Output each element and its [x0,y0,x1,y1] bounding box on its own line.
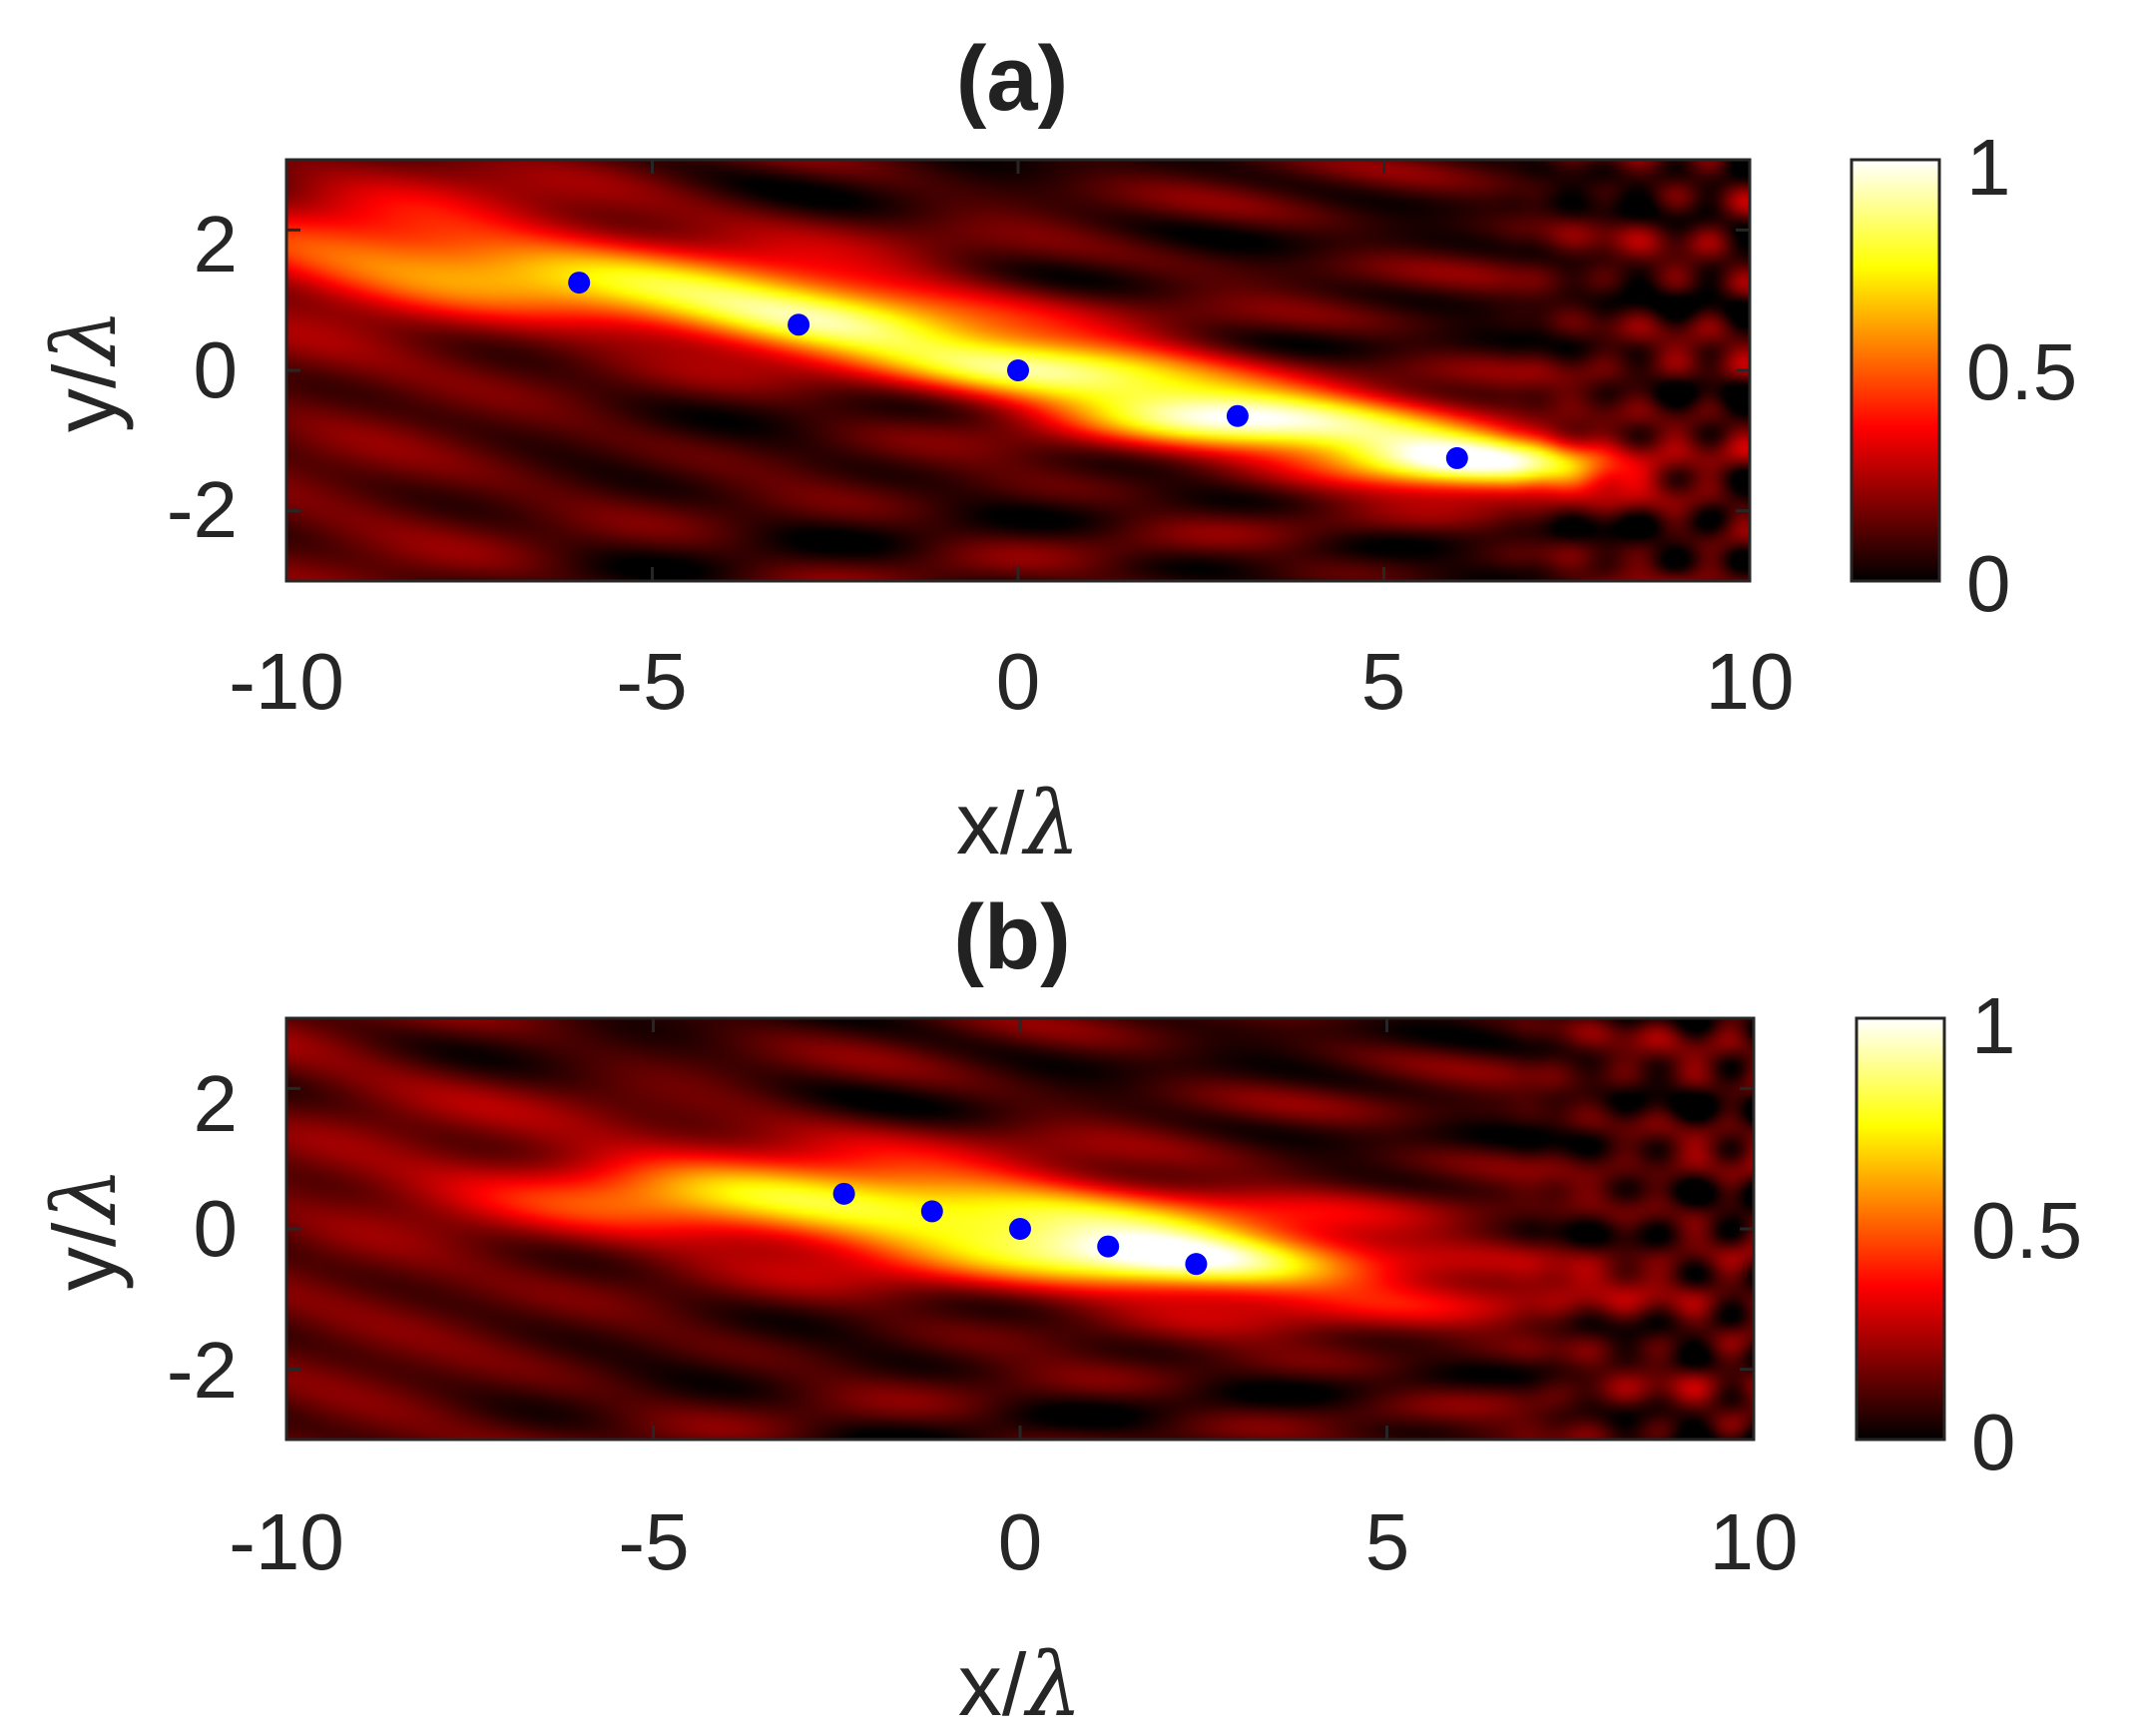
panel-b-ytick-label: -2 [167,1326,238,1415]
panel-b-xtick-label: 5 [1365,1497,1410,1586]
panel-a-points [568,272,1468,469]
panel-a-ylabel: y/λ [33,308,136,432]
panel-b-points [832,1182,1208,1276]
panel-b-xlabel: x/λ [958,1633,1082,1736]
panel-b-ytick-label: 2 [194,1059,239,1148]
panel-b-xtick-label: -5 [618,1497,689,1586]
panel-b-xtick-label: 10 [1710,1497,1799,1586]
panel-b-focus-point [1185,1253,1208,1276]
panel-b-focus-point [832,1182,855,1205]
panel-a-ytick-label: 2 [194,200,239,289]
panel-a-xtick-label: 5 [1361,637,1406,726]
panel-a-title: (a) [956,28,1068,130]
panel-b-xtick-label: 0 [998,1497,1043,1586]
panel-a-xtick-label: 10 [1706,637,1795,726]
panel-b-title: (b) [953,886,1070,988]
panel-b-focus-point [920,1200,943,1223]
panel-b-colorbar-tick: 0 [1971,1398,2016,1486]
panel-a-colorbar-tick: 0.5 [1966,327,2077,416]
panel-a-focus-point [1445,446,1468,469]
panel-b-ylabel: y/λ [33,1167,136,1291]
panel-a-xlabel: x/λ [956,772,1080,874]
panel-b-colorbar-tick: 0.5 [1971,1186,2082,1275]
panel-b-focus-point [1009,1218,1031,1240]
panel-b-colorbar-box [1855,1016,1946,1442]
panel-b-ytick-label: 0 [194,1184,239,1273]
panel-a-focus-point [788,313,810,336]
panel-a-colorbar-tick: 1 [1966,123,2011,212]
panel-a-focus-point [568,272,591,294]
panel-a-colorbar-tick: 0 [1966,539,2011,628]
panel-a-colorbar [1852,160,1939,581]
panel-a-ytick-label: 0 [194,325,239,414]
panel-a: (a) 2 0 -2 -10 -5 0 5 10 x/λ y/λ 1 0.5 0 [33,28,2077,874]
panel-a-xtick-label: 0 [996,637,1041,726]
panel-a-focus-point [1226,404,1249,427]
panel-b-xtick-label: -10 [229,1497,344,1586]
panel-b-colorbar-tick: 1 [1971,981,2016,1070]
panel-a-colorbar-box [1850,158,1941,583]
panel-a-ytick-label: -2 [167,465,238,554]
panel-b-focus-point [1097,1235,1120,1258]
panel-b: (b) 2 0 -2 -10 -5 0 5 10 x/λ y/λ 1 0.5 0 [33,886,2082,1736]
panel-b-colorbar [1857,1018,1944,1440]
panel-a-xtick-label: -10 [229,637,344,726]
panel-a-focus-point [1007,359,1029,381]
panel-a-xtick-label: -5 [616,637,687,726]
